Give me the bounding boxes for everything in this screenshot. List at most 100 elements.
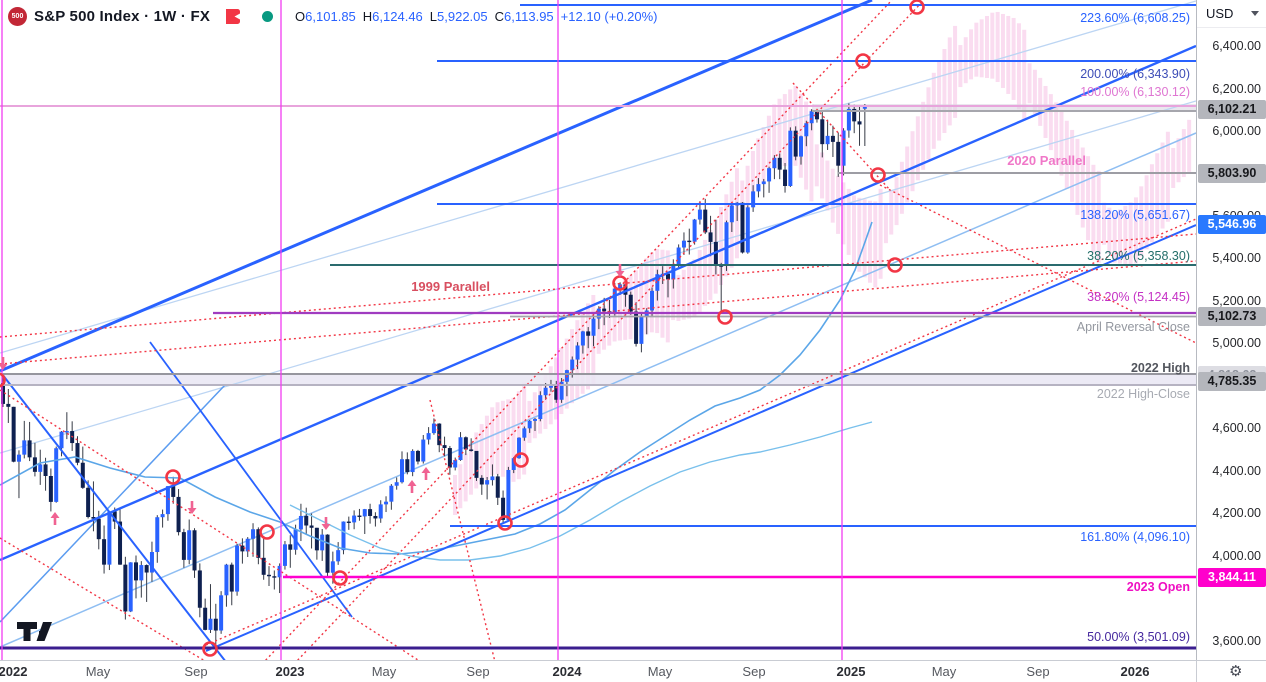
pivot-circle-marker[interactable] — [909, 0, 925, 15]
ghost-bar — [926, 87, 931, 160]
currency-label: USD — [1206, 6, 1234, 21]
candle — [346, 521, 351, 523]
candle — [357, 515, 362, 517]
pivot-circle-marker[interactable] — [855, 53, 871, 69]
pivot-circle-marker[interactable] — [513, 452, 529, 468]
ghost-bar — [937, 60, 942, 141]
pivot-circle-marker[interactable] — [717, 309, 733, 325]
candle — [352, 515, 357, 523]
down-arrowhead-icon — [187, 508, 197, 514]
candle — [421, 439, 426, 462]
trend-2022-down-2[interactable] — [149, 341, 353, 618]
ghost-bar — [458, 464, 463, 509]
dotted-1999-a[interactable] — [0, 233, 1196, 338]
pivot-circle-marker[interactable] — [0, 372, 6, 388]
close-label: C — [494, 8, 505, 24]
ghost-bar — [1107, 207, 1112, 254]
candle — [862, 106, 867, 109]
candle — [602, 308, 607, 312]
candle — [155, 517, 160, 553]
candle — [501, 497, 506, 520]
pivot-circle-marker[interactable] — [870, 167, 886, 183]
ghost-bar — [894, 177, 899, 226]
channel-up-lower[interactable] — [0, 44, 1196, 562]
trend-oct22-up[interactable] — [205, 224, 1196, 652]
ghost-bar — [910, 131, 915, 192]
pivot-circle-marker[interactable] — [165, 469, 181, 485]
pale-channel-1[interactable] — [0, 0, 1196, 354]
ghost-bar — [490, 407, 495, 476]
candle — [634, 311, 639, 344]
candle — [11, 406, 16, 462]
candle — [187, 530, 192, 560]
ghost-bar — [1133, 197, 1138, 264]
tradingview-logo[interactable] — [16, 620, 60, 644]
dotted-steep-2[interactable] — [245, 0, 893, 682]
candle — [697, 209, 702, 220]
pivot-circle-marker[interactable] — [202, 641, 218, 657]
time-label-month: Sep — [1026, 664, 1050, 679]
currency-selector[interactable]: USD — [1197, 0, 1266, 28]
ghost-bar — [756, 138, 761, 191]
ghost-bar — [516, 391, 521, 480]
time-axis[interactable]: ⚙ 2022 May Sep 2023 May Sep 2024 May Sep 2025 May S… — [0, 660, 1266, 682]
symbol-logo[interactable]: 500 — [8, 6, 27, 26]
candle — [543, 387, 548, 396]
market-status-dot[interactable] — [262, 10, 274, 22]
candle — [580, 331, 585, 346]
flag-icon[interactable] — [226, 8, 241, 24]
light-uptrend[interactable] — [0, 132, 1196, 648]
price-tag: 5,803.90 — [1198, 163, 1266, 183]
chart-annotation-label: 50.00% (3,501.09) — [1087, 630, 1190, 644]
ma-slow-upper[interactable] — [0, 221, 873, 555]
ghost-bar — [1128, 202, 1133, 265]
ghost-bar — [1070, 129, 1075, 202]
time-label-month: Sep — [184, 664, 208, 679]
dotted-fall-2022-b[interactable] — [0, 537, 240, 682]
candle — [75, 443, 80, 463]
steep-light-up[interactable] — [0, 384, 226, 623]
ghost-bar — [1032, 69, 1037, 114]
price-tick: 6,400.00 — [1212, 39, 1261, 53]
dotted-steep-1[interactable] — [277, 0, 925, 682]
dotted-fall-2023[interactable] — [429, 399, 500, 682]
ghost-bar — [825, 160, 830, 211]
time-label-year: 2022 — [0, 664, 28, 679]
price-axis[interactable]: USD 6,400.006,200.006,000.005,600.005,40… — [1196, 0, 1266, 660]
trend-2022-down-1[interactable] — [1, 373, 240, 680]
ghost-bar — [703, 239, 708, 306]
symbol-title[interactable]: S&P 500 Index · 1W · FX — [34, 7, 211, 25]
candle — [208, 618, 213, 630]
ghost-bar — [889, 190, 894, 235]
pivot-circle-marker[interactable] — [497, 515, 513, 531]
ma-slow-lower[interactable] — [289, 421, 873, 561]
candle — [495, 476, 500, 498]
ghost-bar — [873, 201, 878, 288]
ghost-bar — [1016, 23, 1021, 110]
pivot-circle-marker[interactable] — [332, 570, 348, 586]
candle — [469, 449, 474, 451]
ghost-bar — [697, 249, 702, 312]
candle — [474, 450, 479, 478]
pivot-circle-marker[interactable] — [259, 524, 275, 540]
candle — [91, 517, 96, 519]
ghost-bar — [1086, 156, 1091, 241]
candle — [814, 111, 819, 120]
open-value: 6,101.85 — [305, 8, 356, 24]
pale-channel-2[interactable] — [0, 100, 1196, 454]
candle — [687, 240, 692, 243]
candle — [16, 454, 21, 462]
axis-settings-gear-icon[interactable]: ⚙ — [1229, 663, 1243, 680]
ghost-bar — [543, 374, 548, 429]
ghost-bar — [453, 475, 457, 515]
candle — [703, 209, 708, 233]
candle — [261, 557, 266, 575]
ghost-bar — [500, 400, 505, 477]
time-label-year: 2024 — [552, 664, 582, 679]
candle — [394, 482, 399, 486]
chart-legend: 500 S&P 500 Index · 1W · FX O6,101.85 H6,… — [8, 4, 665, 28]
ghost-bar — [1091, 164, 1096, 253]
pivot-circle-marker[interactable] — [887, 257, 903, 273]
price-tag: 4,785.35 — [1198, 371, 1266, 391]
